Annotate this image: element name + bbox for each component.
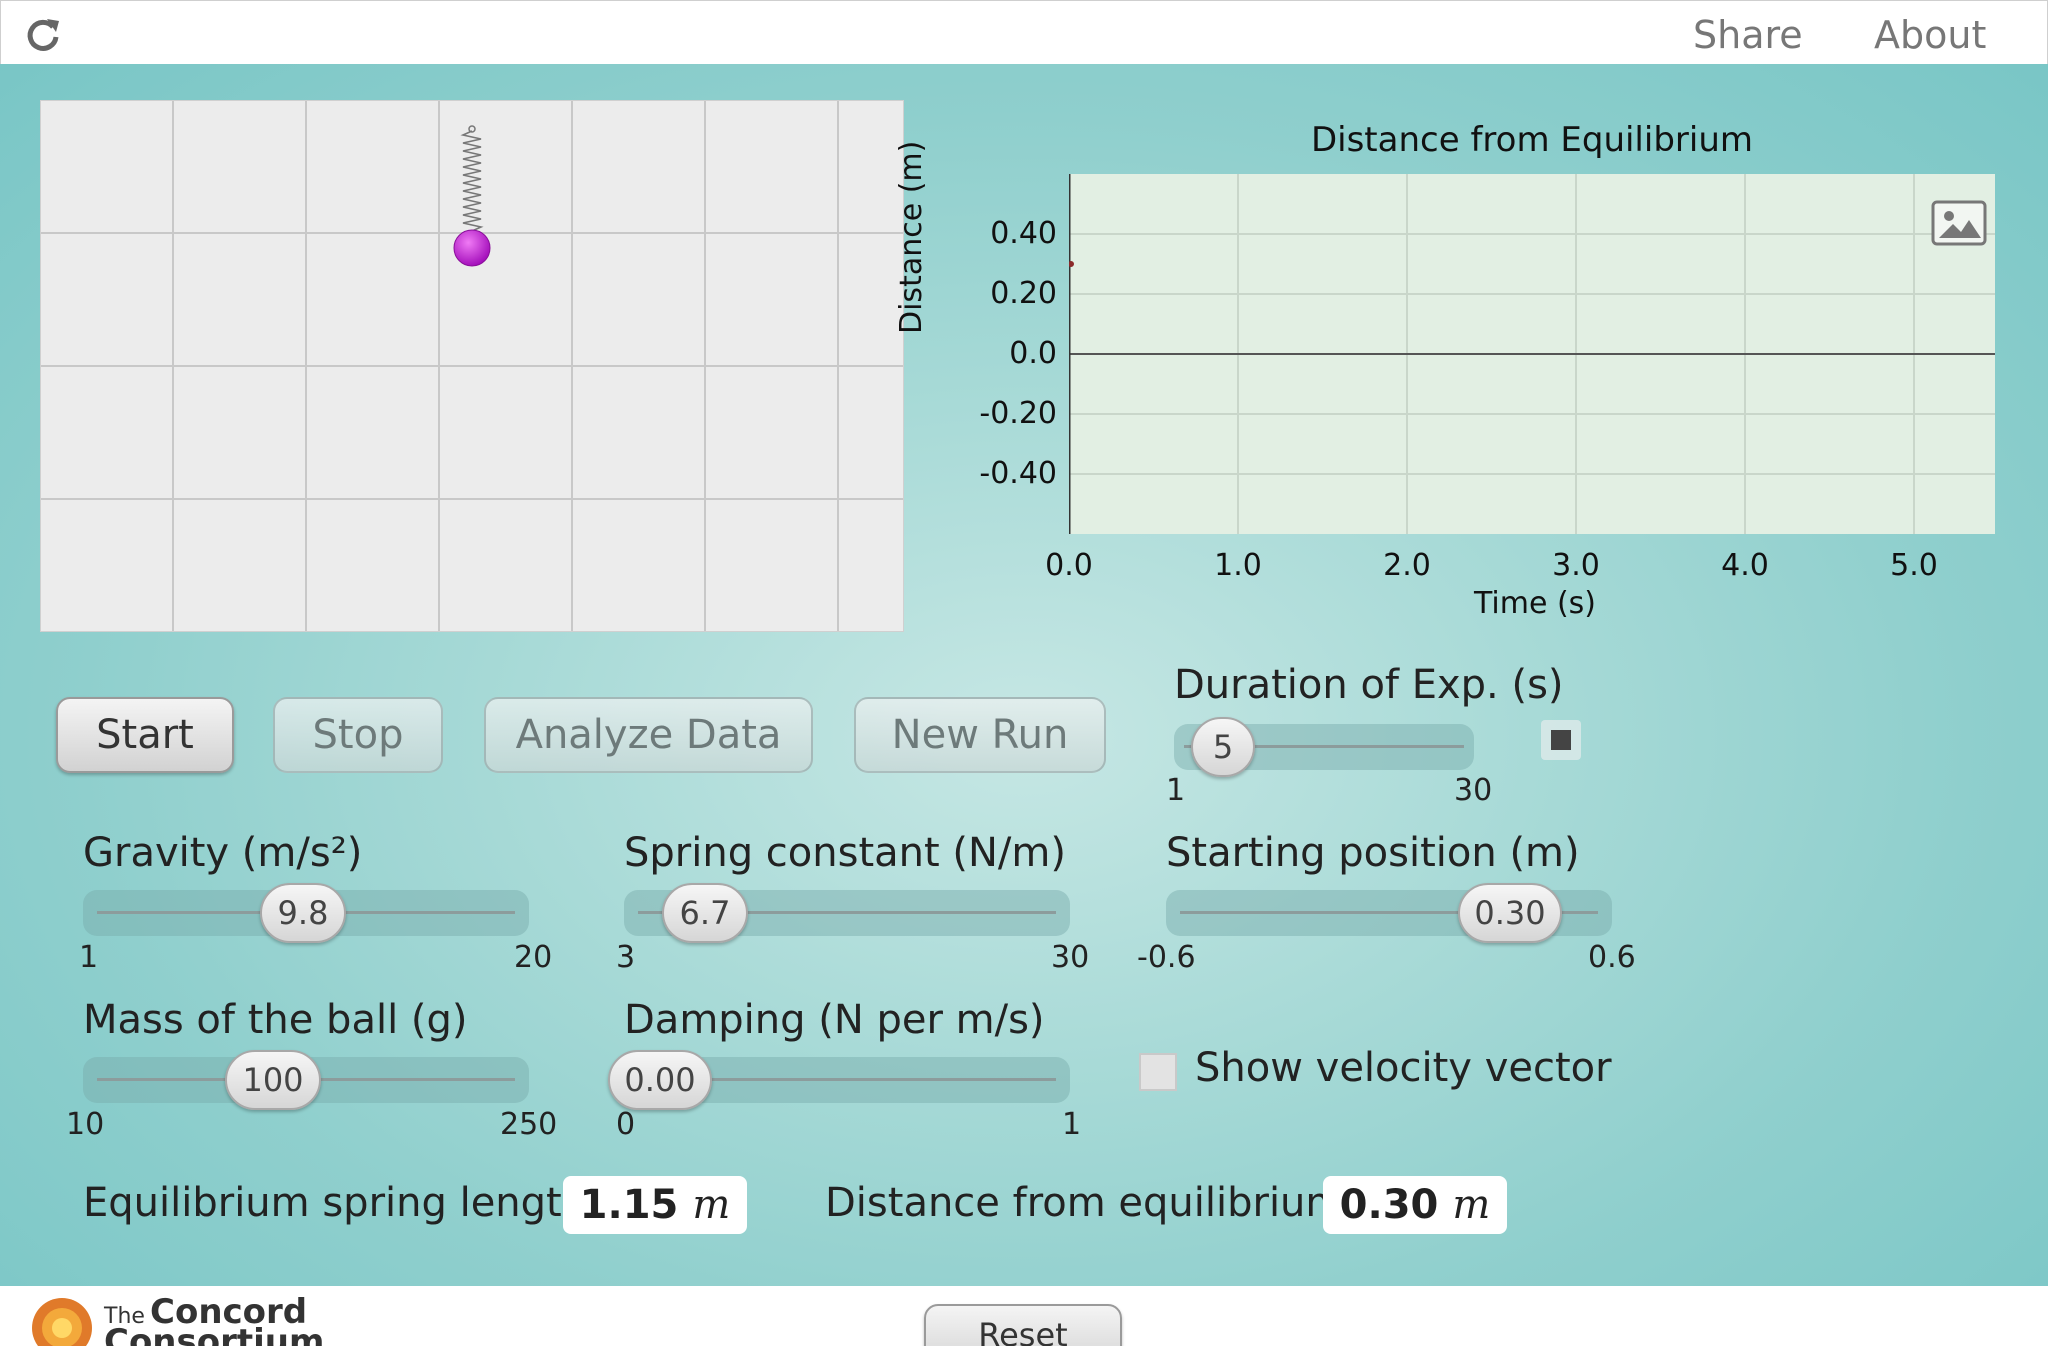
duration-max-label: 30 [1454, 773, 1493, 808]
distance-equilibrium-unit: m [1452, 1182, 1491, 1228]
footer: The Concord Consortium Reset [0, 1286, 2048, 1346]
stop-button[interactable]: Stop [273, 697, 443, 773]
duration-slider-handle[interactable]: 5 [1191, 717, 1255, 777]
x-tick: 2.0 [1383, 548, 1431, 583]
gravity-min-label: 1 [79, 940, 99, 975]
stop-square-icon[interactable] [1541, 720, 1581, 760]
about-link[interactable]: About [1874, 13, 1987, 57]
start-pos-max-label: 0.6 [1588, 940, 1636, 975]
logo-small: The [104, 1304, 145, 1329]
gravity-max-label: 20 [514, 940, 553, 975]
plot-area [1069, 174, 1995, 534]
ball[interactable] [453, 229, 491, 267]
new-run-button[interactable]: New Run [854, 697, 1106, 773]
analyze-data-button[interactable]: Analyze Data [484, 697, 813, 773]
y-tick: -0.20 [979, 396, 1057, 431]
distance-equilibrium-readout: 0.30 m [1323, 1176, 1507, 1234]
graph-title: Distance from Equilibrium [1310, 120, 1754, 160]
x-tick: 0.0 [1045, 548, 1093, 583]
damping-max-label: 1 [1062, 1107, 1082, 1142]
spring-max-label: 30 [1051, 940, 1090, 975]
x-axis-title: Time (s) [1474, 586, 1596, 621]
y-tick: 0.20 [990, 276, 1057, 311]
mass-max-label: 250 [500, 1107, 558, 1142]
duration-label: Duration of Exp. (s) [1174, 662, 1564, 708]
damping-slider-handle[interactable]: 0.00 [608, 1050, 712, 1110]
y-tick: 0.40 [990, 216, 1057, 251]
share-link[interactable]: Share [1693, 13, 1803, 57]
concord-logo-icon[interactable] [24, 1294, 100, 1346]
image-export-icon[interactable] [1931, 200, 1987, 246]
logo-text: The Concord Consortium [104, 1292, 324, 1346]
velocity-vector-checkbox[interactable] [1139, 1053, 1177, 1091]
logo-large: Concord [150, 1292, 308, 1332]
mass-min-label: 10 [66, 1107, 105, 1142]
main-panel: Distance from Equilibrium 0.40 [0, 64, 2048, 1286]
starting-position-slider-handle[interactable]: 0.30 [1458, 883, 1562, 943]
gravity-label: Gravity (m/s²) [83, 830, 363, 876]
x-tick: 4.0 [1721, 548, 1769, 583]
spring-min-label: 3 [616, 940, 636, 975]
spring-constant-slider-handle[interactable]: 6.7 [662, 883, 748, 943]
equilibrium-length-value: 1.15 [579, 1182, 679, 1228]
equilibrium-length-label: Equilibrium spring length [83, 1180, 588, 1226]
mass-slider-handle[interactable]: 100 [225, 1050, 321, 1110]
reset-button[interactable]: Reset [924, 1304, 1122, 1346]
equilibrium-length-readout: 1.15 m [563, 1176, 747, 1234]
y-axis-title: Distance (m) [894, 140, 929, 334]
x-tick: 5.0 [1890, 548, 1938, 583]
mass-label: Mass of the ball (g) [83, 997, 468, 1043]
start-button[interactable]: Start [56, 697, 234, 773]
y-tick: -0.40 [979, 456, 1057, 491]
spring-constant-label: Spring constant (N/m) [624, 830, 1066, 876]
damping-label: Damping (N per m/s) [624, 997, 1045, 1043]
logo-sub: Consortium [104, 1322, 325, 1346]
x-tick: 1.0 [1214, 548, 1262, 583]
duration-min-label: 1 [1166, 773, 1186, 808]
gravity-slider-handle[interactable]: 9.8 [260, 883, 346, 943]
x-tick: 3.0 [1552, 548, 1600, 583]
start-pos-min-label: -0.6 [1137, 940, 1196, 975]
reload-icon[interactable] [23, 15, 63, 55]
data-point [1069, 261, 1074, 267]
y-tick: 0.0 [1009, 336, 1057, 371]
starting-position-label: Starting position (m) [1166, 830, 1580, 876]
simulation-canvas[interactable] [40, 100, 904, 632]
velocity-vector-label: Show velocity vector [1195, 1045, 1612, 1091]
distance-equilibrium-label: Distance from equilibrium [825, 1180, 1345, 1226]
distance-equilibrium-value: 0.30 [1339, 1182, 1439, 1228]
equilibrium-length-unit: m [692, 1182, 731, 1228]
spring-coil [460, 125, 484, 232]
damping-min-label: 0 [616, 1107, 636, 1142]
top-bar: Share About [0, 0, 2048, 65]
